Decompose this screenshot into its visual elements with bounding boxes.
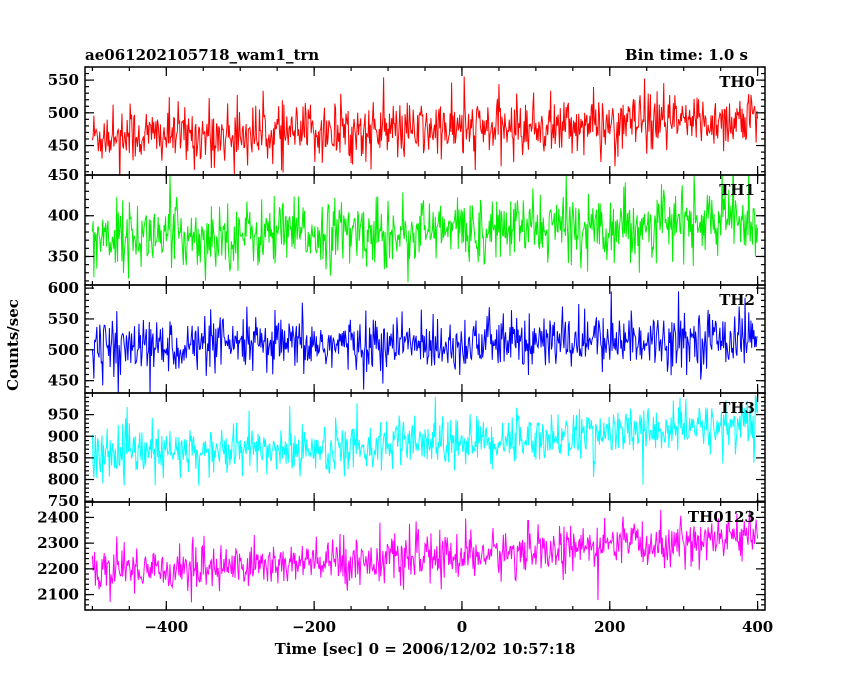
y-tick-label: 850	[48, 449, 79, 467]
x-axis: −400 −200 0 200 400	[144, 618, 773, 636]
y-tick-label: 900	[48, 427, 79, 445]
panel-th0123: 2100 2200 2300 2400 TH0123	[37, 501, 766, 611]
y-axis-label: Counts/sec	[4, 299, 22, 391]
y-tick-label: 550	[48, 310, 79, 328]
y-tick-label: 2400	[37, 508, 79, 526]
x-tick-label: 200	[594, 618, 625, 636]
x-tick-label: 0	[457, 618, 467, 636]
y-tick-label: 500	[48, 341, 79, 359]
y-tick-label: 2300	[37, 534, 79, 552]
panel-label-th2: TH2	[719, 291, 755, 309]
y-tick-label: 950	[48, 406, 79, 424]
y-tick-label: 400	[48, 207, 79, 225]
y-tick-label: 450	[48, 372, 79, 390]
panel-label-th1: TH1	[719, 181, 755, 199]
panel-th2: 450 500 550 600 TH2	[48, 279, 766, 394]
y-tick-label: 800	[48, 471, 79, 489]
chart-title: ae061202105718_wam1_trn	[85, 46, 319, 64]
panel-th1: 350 400 450 TH1	[48, 166, 766, 286]
panel-frame	[84, 66, 766, 176]
panel-th0: 450 500 550 TH0	[48, 66, 766, 176]
x-axis-label: Time [sec] 0 = 2006/12/02 10:57:18	[275, 640, 576, 658]
series-th0	[91, 76, 759, 175]
panel-label-th0: TH0	[719, 73, 755, 91]
y-tick-label: 2200	[37, 560, 79, 578]
panels-group: 450 500 550 TH0 350 400 450 TH1 450 500 550 600 TH2 7…	[37, 66, 766, 611]
x-tick-label: −400	[144, 618, 188, 636]
series-th0123	[91, 509, 759, 603]
series-th3	[91, 395, 759, 486]
series-th2	[91, 291, 758, 393]
y-tick-label: 750	[48, 492, 79, 510]
panel-label-th3: TH3	[719, 399, 755, 417]
bin-time-label: Bin time: 1.0 s	[625, 46, 748, 64]
x-tick-label: 400	[742, 618, 773, 636]
y-tick-label: 600	[48, 279, 79, 297]
x-tick-label: −200	[292, 618, 336, 636]
y-tick-label: 450	[48, 137, 79, 155]
y-tick-label: 350	[48, 247, 79, 265]
panel-th3: 750 800 850 900 950 TH3	[48, 392, 766, 510]
series-th1	[91, 175, 759, 283]
y-tick-label: 500	[48, 104, 79, 122]
y-tick-label: 550	[48, 71, 79, 89]
y-tick-label: 2100	[37, 586, 79, 604]
panel-label-th0123: TH0123	[688, 508, 755, 526]
y-tick-label: 450	[48, 166, 79, 184]
